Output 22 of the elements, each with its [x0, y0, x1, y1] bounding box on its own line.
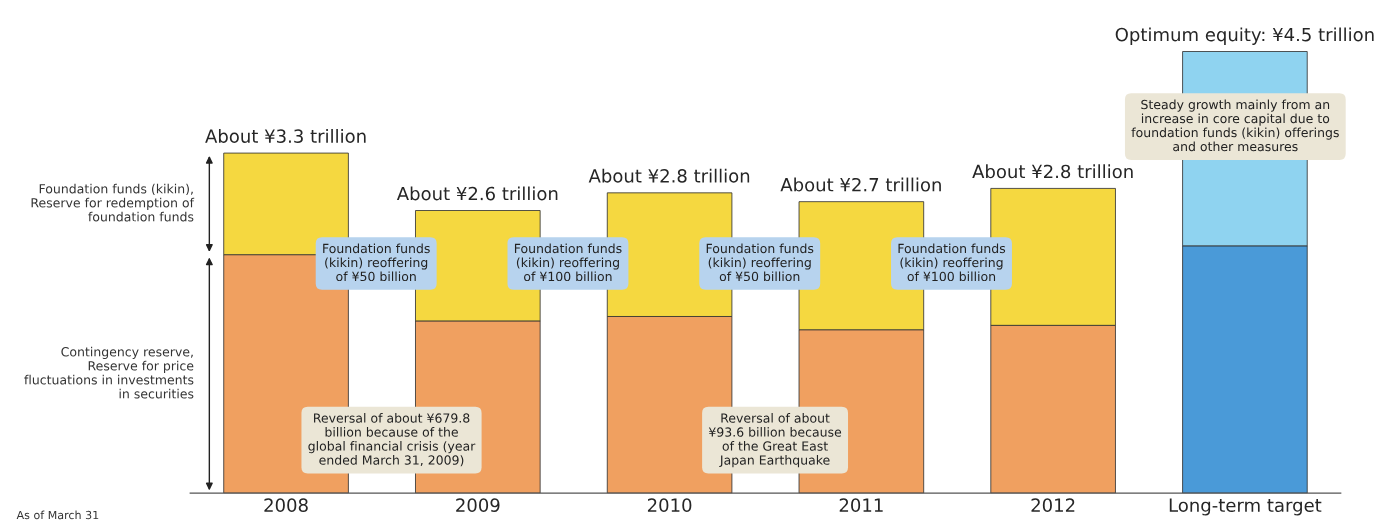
x-tick-label: 2008 [264, 498, 308, 512]
x-tick-label: 2011 [839, 498, 883, 512]
annotation: Steady growth mainly from an increase in core capital due to foundation funds (kikin) offerings and other measures [1131, 99, 1339, 152]
text: Contingency reserve, Reserve for price fluctuations in investments in securities [24, 346, 194, 399]
annotation: Foundation funds (kikin) reoffering of ¥50 billion [706, 243, 814, 282]
x-tick-label: 2009 [456, 498, 500, 512]
x-tick-label: Long-term target [1169, 498, 1322, 516]
x-tick-label: 2010 [647, 498, 692, 512]
annotation: Reversal of about ¥679.8 billion because of the global financial crisis (year ended March 31, 2009) [308, 413, 476, 467]
annotation: About ¥3.3 trillion [205, 128, 366, 143]
x-tick-label: 2012 [1031, 498, 1075, 512]
annotation: Foundation funds (kikin) reoffering of ¥100 billion [514, 243, 622, 282]
annotation: Foundation funds (kikin) reoffering of ¥100 billion [898, 243, 1006, 282]
annotation: About ¥2.7 trillion [780, 177, 941, 192]
annotation: About ¥2.8 trillion [972, 164, 1133, 179]
annotation: About ¥2.8 trillion [588, 168, 750, 183]
annotation: About ¥2.6 trillion [396, 186, 558, 201]
text: Foundation funds (kikin), Reserve for redemption of foundation funds [31, 183, 195, 222]
annotation: Foundation funds (kikin) reoffering of ¥50 billion [323, 243, 430, 282]
annotation: Reversal of about ¥93.6 billion because of the Great East Japan Earthquake [708, 413, 842, 468]
annotation: Optimum equity: ¥4.5 trillion [1115, 27, 1374, 45]
text: As of March 31 [16, 510, 99, 520]
